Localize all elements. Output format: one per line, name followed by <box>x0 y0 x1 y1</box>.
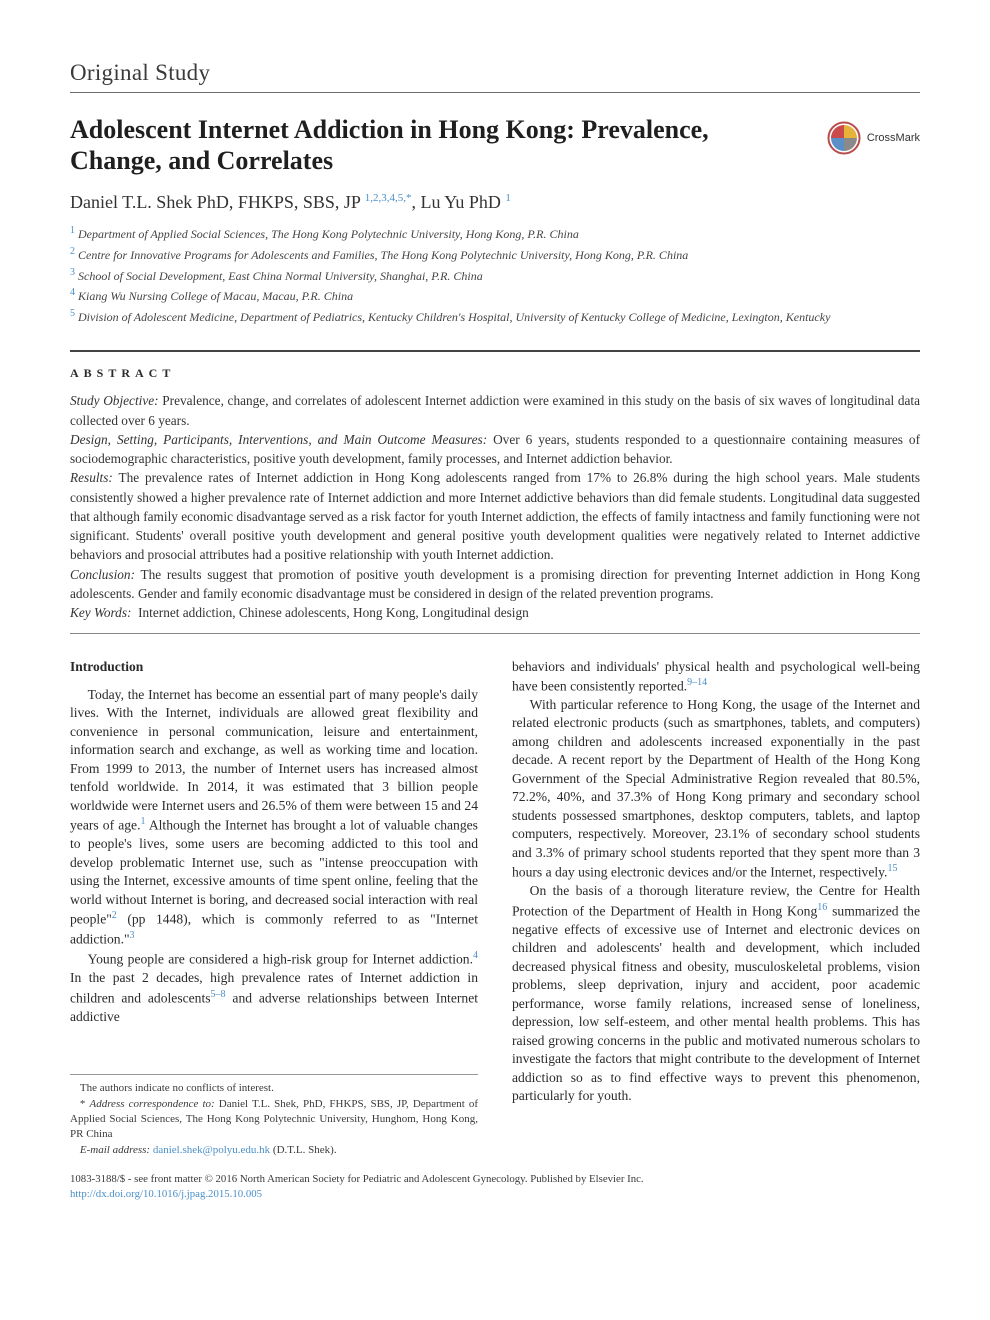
cite-3[interactable]: 3 <box>130 930 135 941</box>
p0-text: behaviors and individuals' physical heal… <box>512 659 920 694</box>
abstract-conclusion-text: The results suggest that promotion of po… <box>70 567 920 601</box>
abstract-design: Design, Setting, Participants, Intervent… <box>70 430 920 469</box>
affiliations: 1Department of Applied Social Sciences, … <box>70 223 920 326</box>
affiliation-item: 5Division of Adolescent Medicine, Depart… <box>70 306 920 327</box>
intro-para-3: With particular reference to Hong Kong, … <box>512 696 920 882</box>
abstract-block: Study Objective: Prevalence, change, and… <box>70 391 920 622</box>
copyright-block: 1083-3188/$ - see front matter © 2016 No… <box>70 1172 920 1201</box>
email-suffix: (D.T.L. Shek). <box>273 1144 337 1156</box>
crossmark-label: CrossMark <box>867 132 920 144</box>
abstract-rule-bottom <box>70 633 920 634</box>
rule-top <box>70 92 920 93</box>
body-columns: Introduction Today, the Internet has bec… <box>70 658 920 1159</box>
copyright-line: 1083-3188/$ - see front matter © 2016 No… <box>70 1172 920 1187</box>
footnote-email: E-mail address: daniel.shek@polyu.edu.hk… <box>70 1143 478 1158</box>
abstract-keywords-label: Key Words: <box>70 605 131 620</box>
footnote-coi: The authors indicate no conflicts of int… <box>70 1081 478 1096</box>
column-left: Introduction Today, the Internet has bec… <box>70 658 478 1159</box>
p4-text-b: summarized the negative effects of exces… <box>512 903 920 1103</box>
intro-para-4: On the basis of a thorough literature re… <box>512 882 920 1105</box>
section-heading-introduction: Introduction <box>70 658 478 676</box>
abstract-rule-top <box>70 350 920 352</box>
abstract-results: Results: The prevalence rates of Interne… <box>70 468 920 564</box>
doi-link[interactable]: http://dx.doi.org/10.1016/j.jpag.2015.10… <box>70 1188 262 1200</box>
cite-9-14[interactable]: 9–14 <box>687 677 707 688</box>
footnotes: The authors indicate no conflicts of int… <box>70 1074 478 1158</box>
title-row: Adolescent Internet Addiction in Hong Ko… <box>70 115 920 176</box>
affiliation-item: 3School of Social Development, East Chin… <box>70 265 920 286</box>
article-title: Adolescent Internet Addiction in Hong Ko… <box>70 115 807 176</box>
intro-para-1: Today, the Internet has become an essent… <box>70 686 478 949</box>
abstract-conclusion: Conclusion: The results suggest that pro… <box>70 565 920 604</box>
p1-text-a: Today, the Internet has become an essent… <box>70 687 478 833</box>
p1-text-b: Although the Internet has brought a lot … <box>70 818 478 927</box>
email-label: E-mail address: <box>80 1144 150 1156</box>
affiliation-item: 2Centre for Innovative Programs for Adol… <box>70 244 920 265</box>
abstract-keywords-text: Internet addiction, Chinese adolescents,… <box>138 605 529 620</box>
corr-label: Address correspondence to: <box>89 1098 214 1110</box>
abstract-keywords: Key Words: Internet addiction, Chinese a… <box>70 603 920 622</box>
footnote-correspondence: * Address correspondence to: Daniel T.L.… <box>70 1097 478 1143</box>
cite-16[interactable]: 16 <box>817 902 827 913</box>
abstract-objective-label: Study Objective: <box>70 393 159 408</box>
authors: Daniel T.L. Shek PhD, FHKPS, SBS, JP 1,2… <box>70 192 920 213</box>
affiliation-item: 4Kiang Wu Nursing College of Macau, Maca… <box>70 285 920 306</box>
p2-text-a: Young people are considered a high-risk … <box>88 952 473 967</box>
intro-para-2: Young people are considered a high-risk … <box>70 949 478 1026</box>
article-type: Original Study <box>70 60 920 86</box>
abstract-results-text: The prevalence rates of Internet addicti… <box>70 470 920 562</box>
abstract-conclusion-label: Conclusion: <box>70 567 135 582</box>
abstract-objective: Study Objective: Prevalence, change, and… <box>70 391 920 430</box>
email-link[interactable]: daniel.shek@polyu.edu.hk <box>153 1144 270 1156</box>
abstract-results-label: Results: <box>70 470 113 485</box>
p3-text: With particular reference to Hong Kong, … <box>512 697 920 880</box>
crossmark-icon <box>827 121 861 155</box>
affiliation-item: 1Department of Applied Social Sciences, … <box>70 223 920 244</box>
cite-4[interactable]: 4 <box>473 950 478 961</box>
intro-para-2-cont: behaviors and individuals' physical heal… <box>512 658 920 697</box>
crossmark-badge[interactable]: CrossMark <box>827 121 920 155</box>
abstract-design-label: Design, Setting, Participants, Intervent… <box>70 432 487 447</box>
abstract-objective-text: Prevalence, change, and correlates of ad… <box>70 393 920 427</box>
abstract-heading: ABSTRACT <box>70 366 920 381</box>
column-right: behaviors and individuals' physical heal… <box>512 658 920 1159</box>
cite-5-8[interactable]: 5–8 <box>211 989 226 1000</box>
cite-15[interactable]: 15 <box>887 863 897 874</box>
